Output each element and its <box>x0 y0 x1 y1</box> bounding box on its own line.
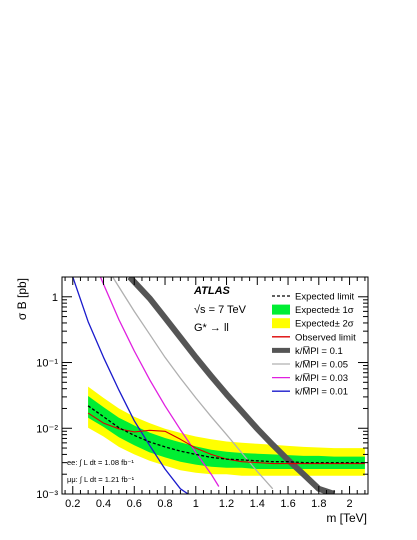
series-line-expected-limit <box>87 405 365 464</box>
legend-item-observed-limit: Observed limit <box>272 332 356 343</box>
x-tick-label: 0.2 <box>65 498 80 510</box>
series-line-k-m-pl-0-05 <box>112 277 274 490</box>
x-axis-title: m [TeV] <box>326 511 367 525</box>
x-tick-label: 0.6 <box>127 498 142 510</box>
x-tick-label: 0.4 <box>96 498 111 510</box>
process-label: G* → ll <box>194 322 229 334</box>
bands-layer <box>88 386 365 476</box>
energy-label: √s = 7 TeV <box>194 304 247 316</box>
x-tick-label: 1.4 <box>250 498 265 510</box>
plot-frame <box>61 276 369 495</box>
legend-item-k-m-pl-0-01: k/M̅Pl = 0.01 <box>272 387 348 398</box>
band-expected-1 <box>88 396 365 469</box>
y-tick-label: 10⁻² <box>36 423 58 435</box>
legend-label: Expected± 2σ <box>295 319 354 330</box>
x-tick-label: 1.2 <box>219 498 234 510</box>
legend: Expected limit Expected± 1σ Expected± 2σ Ob… <box>272 292 356 398</box>
legend-label: k/M̅Pl = 0.1 <box>295 346 343 357</box>
x-tick-label: 1 <box>193 498 199 510</box>
lumi-ee-label: ee: ∫ L dt = 1.08 fb⁻¹ <box>67 458 134 467</box>
series-line-k-m-pl-0-03 <box>99 277 220 487</box>
legend-item-expected-1: Expected± 1σ <box>272 304 354 316</box>
legend-label: k/M̅Pl = 0.01 <box>295 387 348 398</box>
legend-label: Expected± 1σ <box>295 305 354 316</box>
y-tick-label: 1 <box>52 292 58 304</box>
legend-item-expected-limit: Expected limit <box>272 292 354 303</box>
legend-swatch <box>272 318 290 329</box>
x-axis: 0.2 0.4 0.6 0.8 1 1.2 1.4 1.6 1.8 2 <box>64 277 366 510</box>
x-tick-label: 2 <box>346 498 352 510</box>
atlas-label: ATLAS <box>193 285 231 297</box>
legend-item-expected-2: Expected± 2σ <box>272 318 354 330</box>
y-tick-label: 10⁻¹ <box>36 358 58 370</box>
legend-swatch <box>272 304 290 315</box>
x-tick-label: 1.8 <box>311 498 326 510</box>
legend-item-k-m-pl-0-1: k/M̅Pl = 0.1 <box>272 346 343 357</box>
legend-label: Observed limit <box>295 332 356 343</box>
legend-item-k-m-pl-0-03: k/M̅Pl = 0.03 <box>272 373 348 384</box>
x-tick-label: 0.8 <box>157 498 172 510</box>
y-tick-label: 10⁻³ <box>36 489 58 501</box>
y-axis: 10⁻³ 10⁻² 10⁻¹ 1 <box>36 276 368 501</box>
x-tick-label: 1.6 <box>280 498 295 510</box>
series-line-k-m-pl-0-1 <box>127 277 336 494</box>
y-axis-title: σ B [pb] <box>15 278 29 320</box>
legend-label: k/M̅Pl = 0.03 <box>295 373 348 384</box>
legend-item-k-m-pl-0-05: k/M̅Pl = 0.05 <box>272 360 348 371</box>
legend-label: k/M̅Pl = 0.05 <box>295 360 348 371</box>
lines-layer <box>72 277 365 494</box>
series-line-k-m-pl-0-01 <box>72 277 189 494</box>
lumi-mumu-label: μμ: ∫ L dt = 1.21 fb⁻¹ <box>67 475 135 484</box>
legend-label: Expected limit <box>295 292 354 303</box>
